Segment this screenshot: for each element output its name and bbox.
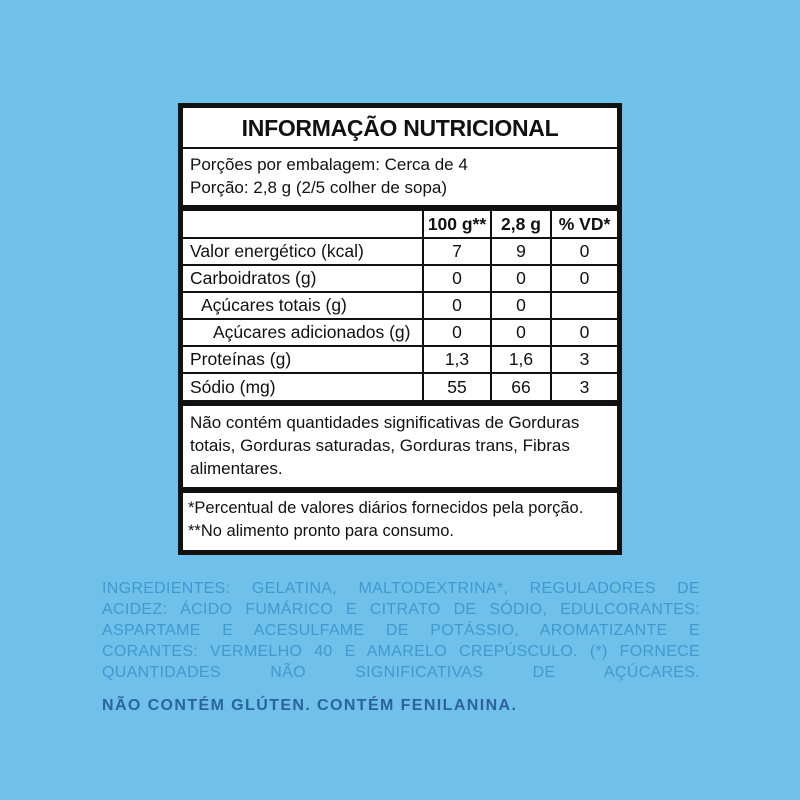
nutrient-label: Sódio (mg) — [183, 372, 423, 400]
value-vd: 3 — [550, 345, 617, 373]
table-row-protein: Proteínas (g) 1,3 1,6 3 — [183, 345, 617, 373]
servings-info: Porções por embalagem: Cerca de 4 Porção… — [183, 149, 617, 205]
value-portion: 9 — [490, 237, 551, 265]
nutrient-label: Proteínas (g) — [183, 345, 423, 373]
table-row-energy: Valor energético (kcal) 7 9 0 — [183, 237, 617, 265]
footnote-prepared-food: **No alimento pronto para consumo. — [188, 522, 454, 540]
value-vd: 3 — [550, 372, 617, 400]
serving-size: Porção: 2,8 g (2/5 colher de sopa) — [190, 178, 448, 197]
ingredients-statement: INGREDIENTES: GELATINA, MALTODEXTRINA*, … — [102, 580, 700, 681]
value-vd: 0 — [550, 318, 617, 346]
title-divider — [183, 147, 617, 149]
value-vd: 0 — [550, 237, 617, 265]
section-divider-bottom — [183, 487, 617, 493]
nutrient-label: Valor energético (kcal) — [183, 237, 423, 265]
table-row-sodium: Sódio (mg) 55 66 3 — [183, 372, 617, 400]
nutrient-label: Carboidratos (g) — [183, 264, 423, 292]
column-header-vd: % VD* — [550, 211, 617, 238]
value-100g: 55 — [422, 372, 491, 400]
section-divider-middle — [183, 400, 617, 406]
value-portion: 0 — [490, 264, 551, 292]
nutrition-table: 100 g** 2,8 g % VD* Valor energético (kc… — [183, 211, 617, 400]
column-header-100g: 100 g** — [422, 211, 491, 238]
value-vd: 0 — [550, 264, 617, 292]
value-100g: 0 — [422, 291, 491, 319]
allergen-statement: NÃO CONTÉM GLÚTEN. CONTÉM FENILANINA. — [102, 697, 518, 714]
value-100g: 0 — [422, 264, 491, 292]
value-vd — [550, 291, 617, 319]
value-portion: 66 — [490, 372, 551, 400]
nutrient-label: Açúcares totais (g) — [183, 291, 423, 319]
value-100g: 7 — [422, 237, 491, 265]
value-portion: 1,6 — [490, 345, 551, 373]
value-100g: 0 — [422, 318, 491, 346]
header-empty-cell — [183, 211, 423, 238]
no-significant-amounts-note: Não contém quantidades significativas de… — [190, 413, 580, 478]
table-row-total-sugars: Açúcares totais (g) 0 0 — [183, 291, 617, 319]
value-portion: 0 — [490, 318, 551, 346]
table-row-carbs: Carboidratos (g) 0 0 0 — [183, 264, 617, 292]
nutrient-label: Açúcares adicionados (g) — [183, 318, 423, 346]
section-divider-top — [183, 205, 617, 211]
value-100g: 1,3 — [422, 345, 491, 373]
panel-title: INFORMAÇÃO NUTRICIONAL — [241, 115, 559, 141]
value-portion: 0 — [490, 291, 551, 319]
footnote-daily-values: *Percentual de valores diários fornecido… — [188, 499, 584, 517]
table-header-row: 100 g** 2,8 g % VD* — [183, 211, 617, 238]
nutrition-facts-panel: INFORMAÇÃO NUTRICIONAL Porções por embal… — [178, 103, 622, 555]
servings-per-package: Porções por embalagem: Cerca de 4 — [190, 155, 468, 174]
table-row-added-sugars: Açúcares adicionados (g) 0 0 0 — [183, 318, 617, 346]
column-header-portion: 2,8 g — [490, 211, 551, 238]
footnotes: *Percentual de valores diários fornecido… — [183, 493, 617, 550]
